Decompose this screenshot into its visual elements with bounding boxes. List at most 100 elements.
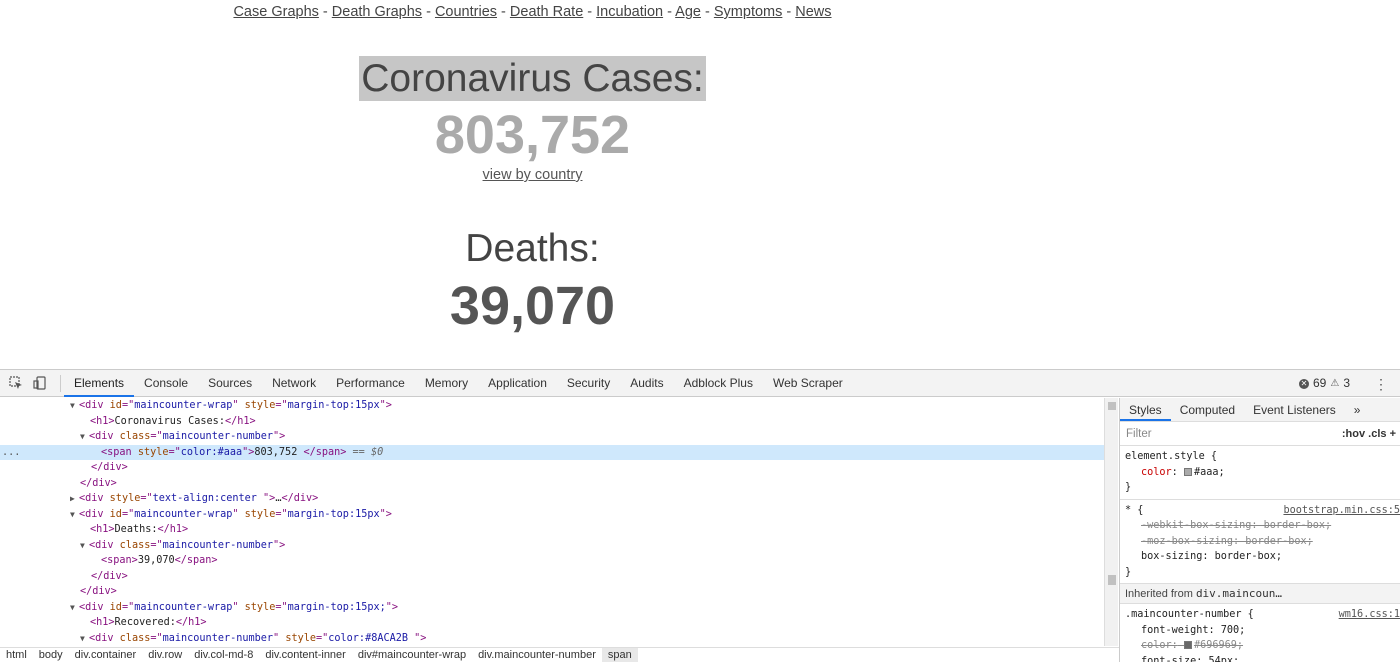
prop-declaration[interactable]: font-weight: 700; bbox=[1141, 624, 1246, 636]
element-breadcrumb: html body div.container div.row div.col-… bbox=[0, 647, 1119, 662]
dom-node[interactable]: ▼ <div class="maincounter-number" style="… bbox=[80, 632, 427, 644]
warning-count: 3 bbox=[1343, 376, 1350, 390]
nav-link-death-rate[interactable]: Death Rate bbox=[509, 4, 584, 20]
inspect-element-icon[interactable] bbox=[8, 375, 24, 391]
styles-filter-bar: Filter :hov .cls + bbox=[1120, 422, 1400, 446]
rule-close: } bbox=[1125, 482, 1132, 493]
prop-overridden[interactable]: -moz-box-sizing: border-box; bbox=[1141, 535, 1313, 547]
nav-separator: - bbox=[422, 4, 435, 20]
tab-sources[interactable]: Sources bbox=[208, 376, 253, 390]
nav-link-countries[interactable]: Countries bbox=[434, 4, 498, 20]
nav-link-death-graphs[interactable]: Death Graphs bbox=[331, 4, 423, 20]
crumb-html[interactable]: html bbox=[6, 649, 27, 661]
top-navigation: Case Graphs - Death Graphs - Countries -… bbox=[0, 4, 1065, 20]
styles-filter-input[interactable]: Filter bbox=[1126, 427, 1152, 440]
crumb-body[interactable]: body bbox=[38, 649, 63, 661]
scroll-up-arrow[interactable] bbox=[1108, 402, 1116, 410]
crumb-maincounter-number[interactable]: div.maincounter-number bbox=[478, 649, 596, 661]
color-swatch-icon[interactable] bbox=[1183, 641, 1192, 649]
dom-node[interactable]: ▼ <div class="maincounter-number"> bbox=[80, 539, 286, 551]
dom-node[interactable]: </div> bbox=[91, 462, 128, 473]
prop-overridden[interactable]: -webkit-box-sizing: border-box; bbox=[1141, 520, 1332, 531]
dom-node[interactable]: ▶ <div style="text-align:center ">…</div> bbox=[70, 493, 319, 504]
nav-link-case-graphs[interactable]: Case Graphs bbox=[233, 4, 319, 20]
crumb-row[interactable]: div.row bbox=[148, 649, 183, 661]
deaths-title: Deaths: bbox=[465, 227, 600, 270]
more-options-icon[interactable]: ⋮ bbox=[1374, 376, 1388, 392]
tab-performance[interactable]: Performance bbox=[336, 376, 405, 390]
device-toolbar-icon[interactable] bbox=[32, 375, 48, 391]
devtools-panel: Elements Console Sources Network Perform… bbox=[0, 369, 1400, 662]
tab-audits[interactable]: Audits bbox=[630, 376, 664, 390]
rule-selector: * { bbox=[1125, 504, 1144, 516]
nav-separator: - bbox=[782, 4, 796, 20]
nav-separator: - bbox=[700, 4, 714, 20]
tab-memory[interactable]: Memory bbox=[424, 376, 469, 390]
warning-icon: ⚠ bbox=[1330, 378, 1340, 389]
devtools-tabbar: Elements Console Sources Network Perform… bbox=[0, 370, 1400, 397]
nav-separator: - bbox=[663, 4, 676, 20]
dom-node[interactable]: ▼ <div id="maincounter-wrap" style="margi… bbox=[70, 400, 392, 411]
dom-node[interactable]: <span>39,070</span> bbox=[101, 555, 218, 566]
tab-computed[interactable]: Computed bbox=[1179, 403, 1236, 417]
rule-close: } bbox=[1125, 566, 1132, 578]
tab-elements[interactable]: Elements bbox=[64, 370, 135, 397]
more-tabs-icon[interactable]: » bbox=[1353, 403, 1361, 417]
filter-buttons[interactable]: :hov .cls + bbox=[1341, 428, 1396, 440]
crumb-span[interactable]: span bbox=[601, 648, 638, 662]
dom-node[interactable]: </div> bbox=[80, 477, 117, 489]
scroll-thumb[interactable] bbox=[1108, 575, 1116, 585]
cases-counter: Coronavirus Cases: 803,752 view by count… bbox=[0, 56, 1065, 184]
rule-source-link[interactable]: bootstrap.min.css:5 bbox=[1283, 504, 1400, 516]
crumb-maincounter-wrap[interactable]: div#maincounter-wrap bbox=[357, 649, 467, 661]
crumb-container[interactable]: div.container bbox=[74, 649, 137, 661]
dom-node-selected[interactable]: ... <span style="color:#aaa">803,752 </sp… bbox=[0, 444, 1104, 460]
tab-web-scraper[interactable]: Web Scraper bbox=[772, 376, 843, 390]
cases-title: Coronavirus Cases: bbox=[359, 56, 706, 101]
prop-declaration[interactable]: box-sizing: border-box; bbox=[1141, 551, 1283, 562]
tab-security[interactable]: Security bbox=[566, 376, 611, 390]
tab-adblock-plus[interactable]: Adblock Plus bbox=[683, 376, 753, 390]
cases-number: 803,752 bbox=[434, 105, 631, 165]
nav-link-news[interactable]: News bbox=[795, 4, 832, 20]
rule-source-link[interactable]: wm16.css:1 bbox=[1338, 609, 1400, 620]
devtools-tabs: Elements Console Sources Network Perform… bbox=[64, 370, 853, 397]
dom-node[interactable]: <h1>Recovered:</h1> bbox=[90, 617, 207, 628]
dom-node[interactable]: ▼ <div id="maincounter-wrap" style="margi… bbox=[70, 508, 392, 520]
tab-application[interactable]: Application bbox=[488, 376, 547, 390]
rule-universal[interactable]: * { bootstrap.min.css:5 -webkit-box-sizi… bbox=[1120, 500, 1400, 584]
crumb-content-inner[interactable]: div.content-inner bbox=[265, 649, 346, 661]
nav-link-age[interactable]: Age bbox=[675, 4, 701, 20]
rule-selector: element.style { bbox=[1125, 451, 1218, 462]
dom-scrollbar[interactable] bbox=[1104, 398, 1118, 646]
tab-network[interactable]: Network bbox=[272, 376, 317, 390]
error-count: 69 bbox=[1312, 376, 1327, 390]
inherited-from-link[interactable]: div.maincoun… bbox=[1195, 587, 1283, 600]
tab-styles[interactable]: Styles bbox=[1120, 398, 1171, 421]
prop-value[interactable]: #aaa; bbox=[1193, 466, 1225, 478]
nav-separator: - bbox=[497, 4, 510, 20]
tab-console[interactable]: Console bbox=[144, 376, 189, 390]
elements-dom-tree: ▼ <div id="maincounter-wrap" style="margi… bbox=[0, 398, 1104, 646]
deaths-counter: Deaths: 39,070 bbox=[0, 226, 1065, 336]
console-status[interactable]: ✕ 69 ⚠ 3 bbox=[1298, 370, 1350, 397]
view-by-country-link[interactable]: view by country bbox=[482, 167, 583, 183]
color-swatch-icon[interactable] bbox=[1183, 467, 1192, 476]
tab-event-listeners[interactable]: Event Listeners bbox=[1253, 403, 1336, 417]
prop-overridden[interactable]: color: #696969; bbox=[1141, 640, 1244, 651]
dom-node[interactable]: </div> bbox=[80, 586, 117, 597]
prop-declaration[interactable]: font-size: 54px; bbox=[1141, 655, 1240, 663]
crumb-col[interactable]: div.col-md-8 bbox=[194, 649, 254, 661]
dom-node[interactable]: <h1>Coronavirus Cases:</h1> bbox=[90, 415, 256, 427]
nav-link-incubation[interactable]: Incubation bbox=[596, 4, 664, 20]
dom-node[interactable]: ▼ <div class="maincounter-number"> bbox=[80, 431, 286, 442]
rule-element-style[interactable]: element.style { color: #aaa; } bbox=[1120, 446, 1400, 500]
rule-maincounter-number[interactable]: .maincounter-number { wm16.css:1 font-we… bbox=[1120, 604, 1400, 662]
dom-node[interactable]: </div> bbox=[91, 570, 128, 582]
error-icon: ✕ bbox=[1298, 378, 1309, 389]
dom-node[interactable]: <h1>Deaths:</h1> bbox=[90, 524, 189, 535]
nav-separator: - bbox=[318, 4, 332, 20]
dom-node[interactable]: ▼ <div id="maincounter-wrap" style="margi… bbox=[70, 601, 399, 613]
toolbar-divider bbox=[60, 375, 61, 392]
nav-link-symptoms[interactable]: Symptoms bbox=[713, 4, 783, 20]
